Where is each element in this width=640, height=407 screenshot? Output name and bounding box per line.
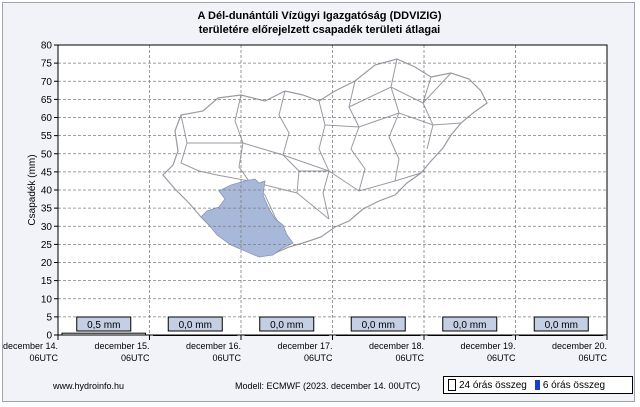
chart-title: A Dél-dunántúli Vízügyi Igazgatóság (DDV… — [3, 9, 636, 37]
site-link[interactable]: www.hydroinfo.hu — [53, 381, 125, 391]
x-tick-time: 06UTC — [487, 353, 516, 363]
chart-title-line1: A Dél-dunántúli Vízügyi Igazgatóság (DDV… — [197, 10, 442, 22]
map-county-border — [324, 112, 462, 128]
daily-value-label: 0,0 mm — [270, 320, 303, 331]
chart-legend: 24 órás összeg 6 órás összeg — [443, 376, 633, 394]
y-tick-label: 75 — [41, 59, 53, 70]
daily-value-label: 0,0 mm — [362, 320, 395, 331]
y-tick-label: 50 — [41, 149, 53, 160]
x-tick-date: december 18. — [369, 341, 424, 351]
bar-24h — [519, 334, 604, 336]
y-tick-label: 15 — [41, 276, 53, 287]
daily-value-box — [76, 316, 132, 332]
y-axis-label: Csapadék (mm) — [27, 154, 38, 225]
map-county-border — [299, 170, 422, 192]
x-tick-date: december 17. — [277, 341, 332, 351]
map-county-border — [422, 76, 434, 150]
y-tick-label: 0 — [46, 331, 52, 342]
map-county-border — [348, 72, 452, 108]
x-tick-time: 06UTC — [29, 353, 58, 363]
map-county-border — [216, 174, 330, 220]
x-tick-date: december 15. — [94, 341, 149, 351]
bar-24h — [336, 334, 421, 336]
daily-value-label: 0,5 mm — [87, 320, 120, 331]
y-tick-label: 70 — [41, 77, 53, 88]
daily-value-label: 0,0 mm — [545, 320, 578, 331]
daily-value-box — [442, 316, 498, 332]
y-tick-label: 35 — [41, 204, 53, 215]
legend-24h-label: 24 órás összeg — [459, 379, 527, 391]
y-tick-label: 20 — [41, 258, 53, 269]
model-info: Modell: ECMWF (2023. december 14. 00UTC) — [235, 381, 421, 391]
legend-6h-swatch — [534, 380, 540, 390]
x-tick-time: 06UTC — [212, 353, 241, 363]
map-county-border — [348, 80, 366, 192]
y-tick-label: 80 — [41, 41, 53, 52]
bar-24h — [61, 332, 146, 336]
x-tick-date: december 19. — [460, 341, 515, 351]
daily-value-box — [533, 316, 589, 332]
daily-value-box — [167, 316, 223, 332]
daily-value-box — [259, 316, 315, 332]
daily-value-box — [350, 316, 406, 332]
y-tick-label: 10 — [41, 294, 53, 305]
y-tick-label: 25 — [41, 240, 53, 251]
y-tick-label: 40 — [41, 186, 53, 197]
x-tick-date: december 14. — [3, 341, 58, 351]
y-tick-label: 65 — [41, 95, 53, 106]
legend-24h-swatch — [448, 379, 456, 391]
map-county-border — [278, 90, 300, 194]
chart-frame: A Dél-dunántúli Vízügyi Igazgatóság (DDV… — [2, 2, 635, 402]
precipitation-chart: 0 5 10 15 20 25 30 35 40 45 50 55 60 65 70 75 80 Csapadék… — [3, 41, 608, 363]
x-tick-time: 06UTC — [121, 353, 150, 363]
map-county-border — [242, 142, 330, 172]
x-tick-time: 06UTC — [304, 353, 333, 363]
y-tick-label: 5 — [46, 312, 52, 323]
bar-24h — [427, 334, 512, 336]
ddvizig-region — [200, 178, 294, 258]
chart-title-line2: területére előrejelzett csapadék terület… — [198, 24, 441, 36]
bar-24h — [153, 334, 238, 336]
x-tick-date: december 20. — [552, 341, 607, 351]
daily-value-label: 0,0 mm — [453, 320, 486, 331]
map-county-border — [318, 100, 330, 220]
daily-value-label: 0,0 mm — [179, 320, 212, 331]
x-tick-time: 06UTC — [395, 353, 424, 363]
map-county-border — [388, 58, 400, 182]
x-tick-date: december 16. — [186, 341, 241, 351]
x-tick-time: 06UTC — [578, 353, 607, 363]
map-county-border — [180, 114, 218, 176]
y-tick-label: 55 — [41, 131, 53, 142]
y-tick-label: 60 — [41, 113, 53, 124]
legend-6h-label: 6 órás összeg — [542, 379, 606, 391]
bar-24h — [244, 334, 329, 336]
y-tick-label: 45 — [41, 167, 53, 178]
y-tick-label: 30 — [41, 222, 53, 233]
